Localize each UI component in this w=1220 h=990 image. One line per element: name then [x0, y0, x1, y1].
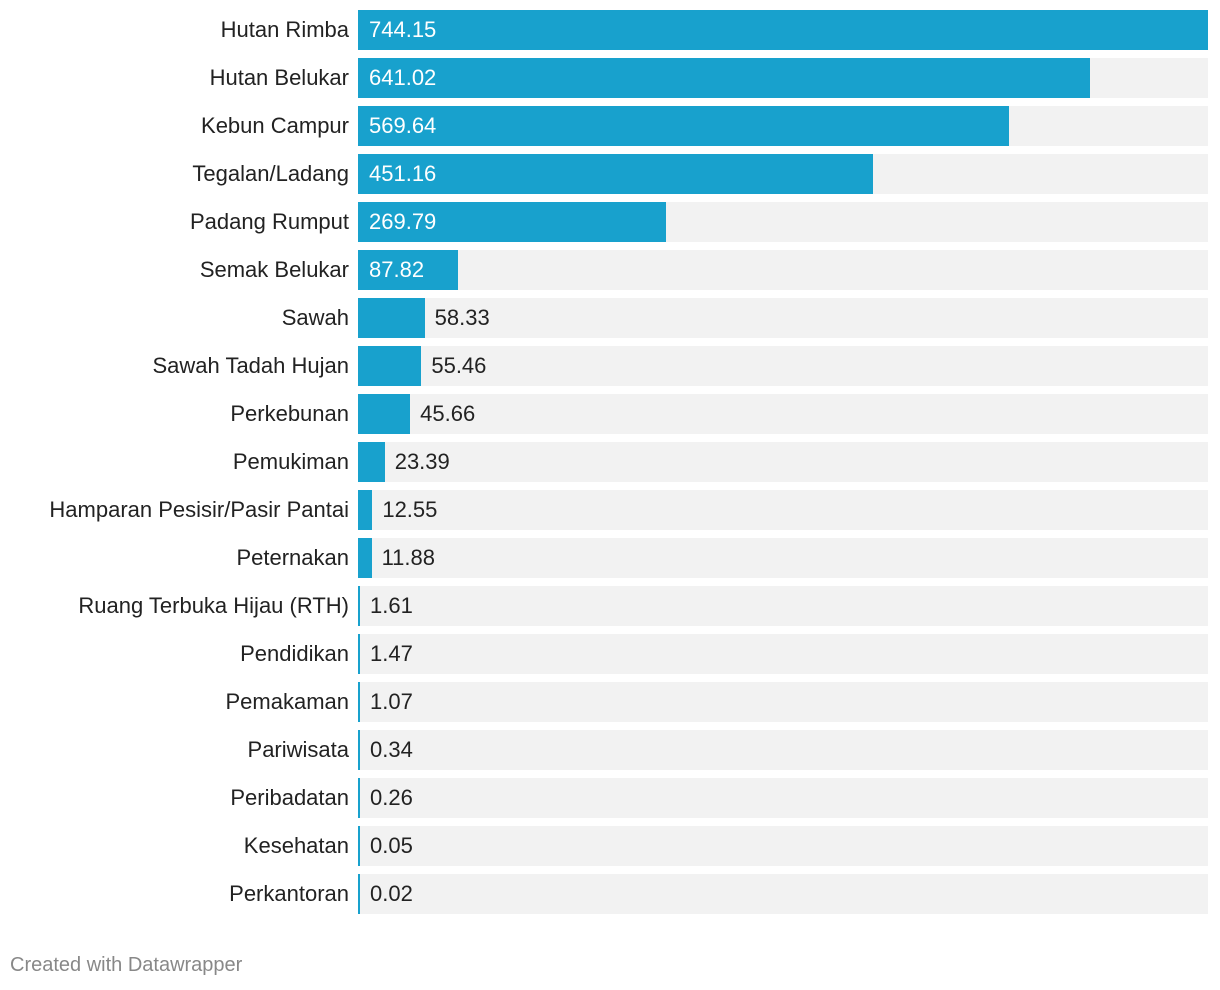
- bar: [358, 106, 1009, 146]
- bar-row: Sawah 58.33: [0, 298, 1220, 338]
- bar-track: 1.07: [358, 682, 1208, 722]
- bar-track: 0.26: [358, 778, 1208, 818]
- bar-track: 58.33: [358, 298, 1208, 338]
- bar-row: Hutan Belukar 641.02: [0, 58, 1220, 98]
- category-label: Sawah: [281, 305, 349, 330]
- bar: [358, 298, 425, 338]
- value-label: 641.02: [369, 65, 437, 90]
- bar: [358, 874, 360, 914]
- bar-track: 23.39: [358, 442, 1208, 482]
- bar-row: Padang Rumput 269.79: [0, 202, 1220, 242]
- bar: [358, 826, 360, 866]
- bar-track: 641.02: [358, 58, 1208, 98]
- bar: [358, 634, 360, 674]
- bar-track: 12.55: [358, 490, 1208, 530]
- bar-row: Semak Belukar 87.82: [0, 250, 1220, 290]
- category-label: Hutan Belukar: [209, 65, 349, 90]
- value-label: 58.33: [434, 305, 490, 330]
- category-label: Pemukiman: [232, 449, 349, 474]
- bar: [358, 730, 360, 770]
- bar-row: Ruang Terbuka Hijau (RTH) 1.61: [0, 586, 1220, 626]
- bar-row: Pemukiman 23.39: [0, 442, 1220, 482]
- bar: [358, 10, 1208, 50]
- bar: [358, 442, 385, 482]
- bar-row: Tegalan/Ladang 451.16: [0, 154, 1220, 194]
- category-label: Pemakaman: [225, 689, 349, 714]
- bar: [358, 682, 360, 722]
- bar-row: Pariwisata 0.34: [0, 730, 1220, 770]
- category-label: Tegalan/Ladang: [192, 161, 349, 186]
- bar: [358, 58, 1091, 98]
- category-label: Kesehatan: [243, 833, 349, 858]
- bar-row: Kesehatan 0.05: [0, 826, 1220, 866]
- bar-row: Peternakan 11.88: [0, 538, 1220, 578]
- bar-track: 569.64: [358, 106, 1208, 146]
- value-label: 11.88: [381, 545, 435, 570]
- value-label: 55.46: [431, 353, 487, 378]
- value-label: 744.15: [369, 17, 437, 42]
- bar: [358, 490, 373, 530]
- bar-track: 451.16: [358, 154, 1208, 194]
- bar: [358, 154, 874, 194]
- category-label: Pariwisata: [247, 737, 349, 762]
- value-label: 1.61: [370, 593, 413, 618]
- bar-row: Hamparan Pesisir/Pasir Pantai 12.55: [0, 490, 1220, 530]
- value-label: 12.55: [382, 497, 438, 522]
- bar: [358, 778, 360, 818]
- bar: [358, 250, 459, 290]
- bar: [358, 346, 422, 386]
- category-label: Kebun Campur: [201, 113, 349, 138]
- value-label: 45.66: [420, 401, 476, 426]
- bar-track: 269.79: [358, 202, 1208, 242]
- category-label: Sawah Tadah Hujan: [152, 353, 349, 378]
- bar-row: Perkebunan 45.66: [0, 394, 1220, 434]
- bar-track: 45.66: [358, 394, 1208, 434]
- category-label: Hamparan Pesisir/Pasir Pantai: [49, 497, 349, 522]
- value-label: 451.16: [369, 161, 437, 186]
- bar: [358, 586, 360, 626]
- bar-track: 55.46: [358, 346, 1208, 386]
- bar-row: Pemakaman 1.07: [0, 682, 1220, 722]
- category-label: Hutan Rimba: [220, 17, 349, 42]
- bar: [358, 202, 667, 242]
- bar-track: 0.05: [358, 826, 1208, 866]
- bar-row: Hutan Rimba 744.15: [0, 10, 1220, 50]
- value-label: 23.39: [394, 449, 450, 474]
- bar-track: 744.15: [358, 10, 1208, 50]
- bar: [358, 538, 372, 578]
- bar-track: 0.34: [358, 730, 1208, 770]
- category-label: Perkantoran: [229, 881, 349, 906]
- datawrapper-credit: Created with Datawrapper: [10, 954, 243, 976]
- bar-track: 1.47: [358, 634, 1208, 674]
- category-label: Semak Belukar: [199, 257, 349, 282]
- bar-row: Sawah Tadah Hujan 55.46: [0, 346, 1220, 386]
- bar-row: Kebun Campur 569.64: [0, 106, 1220, 146]
- bar-track: 11.88: [358, 538, 1208, 578]
- category-label: Perkebunan: [230, 401, 349, 426]
- bar: [358, 394, 411, 434]
- category-label: Pendidikan: [240, 641, 349, 666]
- bar-track: 87.82: [358, 250, 1208, 290]
- value-label: 269.79: [369, 209, 437, 234]
- value-label: 0.34: [370, 737, 413, 762]
- value-label: 0.02: [370, 881, 413, 906]
- bar-chart: Hutan Rimba 744.15 Hutan Belukar 641.02 Kebu…: [0, 10, 1220, 914]
- category-label: Peternakan: [236, 545, 349, 570]
- category-label: Ruang Terbuka Hijau (RTH): [78, 593, 349, 618]
- bar-row: Perkantoran 0.02: [0, 874, 1220, 914]
- bar-track: 0.02: [358, 874, 1208, 914]
- value-label: 87.82: [369, 257, 425, 282]
- value-label: 0.05: [370, 833, 413, 858]
- value-label: 1.47: [370, 641, 413, 666]
- bar-track: 1.61: [358, 586, 1208, 626]
- value-label: 0.26: [370, 785, 413, 810]
- value-label: 1.07: [370, 689, 413, 714]
- bar-row: Peribadatan 0.26: [0, 778, 1220, 818]
- value-label: 569.64: [369, 113, 437, 138]
- bar-row: Pendidikan 1.47: [0, 634, 1220, 674]
- category-label: Padang Rumput: [190, 209, 349, 234]
- category-label: Peribadatan: [230, 785, 349, 810]
